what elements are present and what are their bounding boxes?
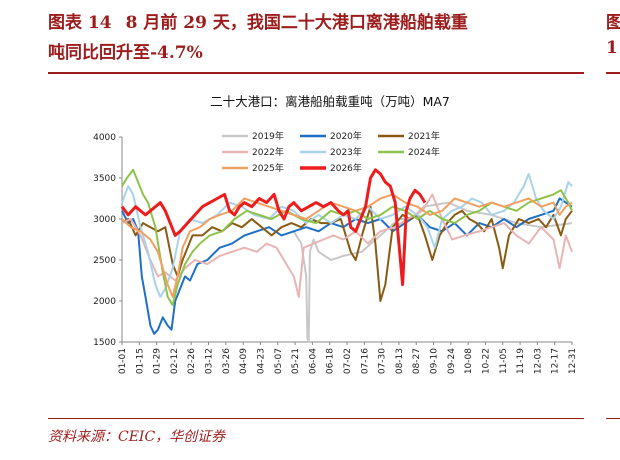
y-tick-label: 1500	[93, 338, 116, 348]
x-tick-label: 06-04	[308, 348, 318, 374]
legend-label: 2023年	[330, 146, 362, 158]
figure-title-line1: 图表 14 8 月前 29 天，我国二十大港口离港船舶载重	[48, 8, 588, 38]
x-tick-label: 11-19	[516, 348, 526, 374]
x-tick-label: 05-21	[291, 348, 301, 374]
figure-title-line2: 吨同比回升至-4.7%	[48, 43, 203, 63]
figure-title: 图表 14 8 月前 29 天，我国二十大港口离港船舶载重 吨同比回升至-4.7%	[48, 8, 588, 68]
x-tick-label: 03-12	[205, 348, 215, 374]
legend-label: 2021年	[408, 130, 440, 142]
series-line-2026年	[120, 168, 427, 287]
x-tick-label: 02-12	[170, 348, 180, 374]
x-tick-label: 07-30	[378, 348, 388, 374]
cut-figure-text-bottom: 1	[606, 38, 618, 58]
x-tick-label: 06-18	[326, 348, 336, 374]
x-tick-label: 09-24	[447, 348, 457, 374]
x-tick-label: 01-01	[118, 348, 128, 374]
y-tick-label: 2000	[93, 297, 116, 307]
x-tick-label: 12-17	[551, 348, 561, 374]
x-tick-label: 02-26	[187, 348, 197, 374]
figure-title-text1: 8 月前 29 天，我国二十大港口离港船舶载重	[125, 13, 468, 33]
x-tick-label: 04-09	[239, 348, 249, 374]
series-line-2019年	[292, 201, 573, 343]
source-note: 资料来源：CEIC，华创证券	[48, 429, 226, 445]
x-tick-label: 12-31	[568, 348, 578, 374]
x-tick-label: 05-07	[274, 348, 284, 374]
x-tick-label: 08-27	[412, 348, 422, 374]
x-tick-label: 09-10	[430, 348, 440, 374]
figure-label: 图表 14	[48, 13, 112, 33]
legend-label: 2022年	[252, 146, 284, 158]
x-tick-label: 03-26	[222, 348, 232, 374]
y-tick-label: 3500	[93, 174, 116, 184]
y-tick-label: 3000	[93, 215, 116, 225]
y-tick-label: 2500	[93, 256, 116, 266]
axes: 1500 2000 2500 3000 3500 4000 01-01 01-15 01-29 0…	[93, 133, 578, 374]
x-tick-label: 11-05	[499, 348, 509, 374]
x-tick-label: 01-29	[153, 348, 163, 374]
cut-figure-rule-bottom	[606, 418, 620, 419]
legend-label: 2024年	[408, 146, 440, 158]
cut-figure-rule-top	[606, 72, 620, 74]
y-tick-label: 4000	[93, 133, 116, 143]
series-line-2023年	[121, 172, 573, 298]
x-tick-label: 08-13	[395, 348, 405, 374]
x-tick-label: 07-16	[360, 348, 370, 374]
x-tick-label: 04-23	[256, 348, 266, 374]
legend-label: 2026年	[330, 162, 362, 174]
series-line-2022年	[121, 193, 573, 298]
cut-figure-text-top: 图	[606, 13, 620, 33]
legend-label: 2019年	[252, 130, 284, 142]
x-tick-label: 01-15	[135, 348, 145, 374]
legend-label: 2025年	[252, 162, 284, 174]
legend-label: 2020年	[330, 130, 362, 142]
legend: 2019年 2020年 2021年 2022年 2023年 2024年 2025年 2026年	[222, 130, 440, 174]
x-tick-label: 10-22	[481, 348, 491, 374]
chart-title: 二十大港口：离港船舶载重吨（万吨）MA7	[210, 94, 450, 109]
series-lines	[120, 168, 573, 343]
source-rule	[48, 418, 584, 419]
title-rule	[48, 72, 584, 74]
x-tick-label: 10-08	[464, 348, 474, 374]
x-tick-label: 12-03	[533, 348, 543, 374]
x-tick-label: 07-02	[343, 348, 353, 374]
